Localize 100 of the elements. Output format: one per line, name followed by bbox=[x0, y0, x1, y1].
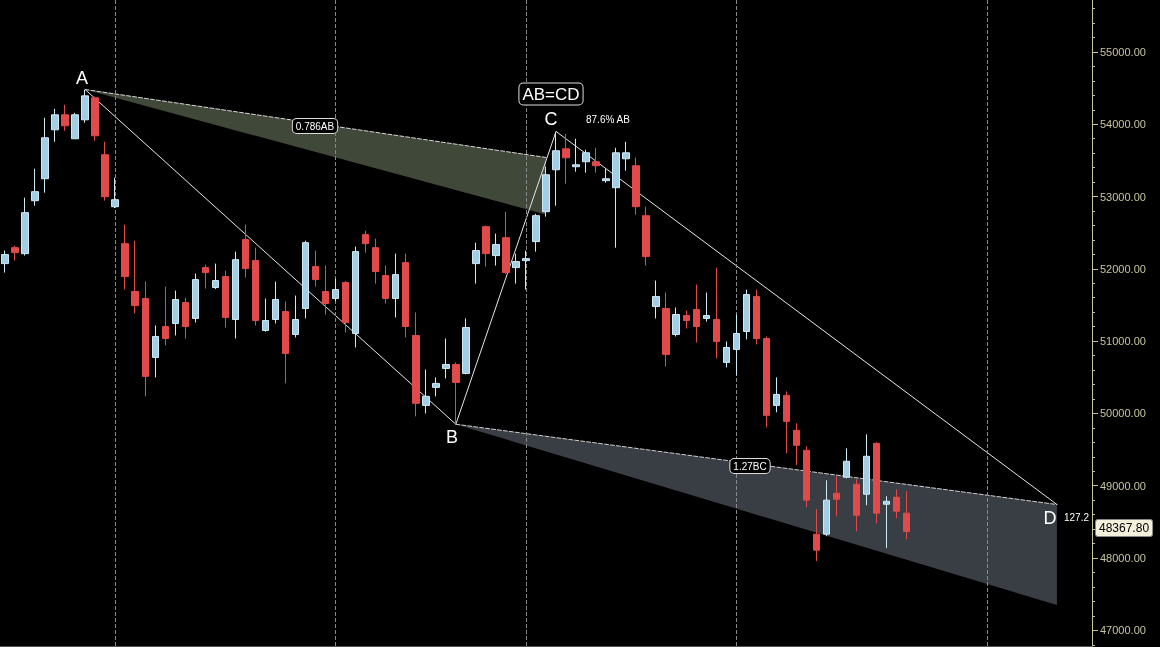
candlestick bbox=[612, 147, 620, 249]
candlestick bbox=[863, 433, 870, 506]
candlestick bbox=[773, 376, 780, 413]
candlestick bbox=[332, 278, 339, 302]
y-tick-label: 55000.00 bbox=[1100, 45, 1146, 58]
candlestick bbox=[362, 230, 369, 254]
candlestick bbox=[432, 376, 440, 397]
annotation: B bbox=[445, 427, 459, 447]
candlestick bbox=[342, 280, 349, 334]
annotation: AB=CD bbox=[522, 84, 580, 104]
annotation: C bbox=[544, 109, 558, 129]
candlestick bbox=[252, 247, 259, 326]
candlestick bbox=[392, 253, 399, 318]
candlestick bbox=[272, 281, 279, 324]
candlestick bbox=[422, 368, 430, 414]
candlestick bbox=[352, 246, 359, 348]
candlestick bbox=[703, 292, 710, 323]
candlestick bbox=[793, 422, 800, 466]
candlestick bbox=[81, 89, 89, 124]
candlestick bbox=[172, 290, 179, 336]
candlestick bbox=[753, 289, 760, 345]
y-tick-label: 49000.00 bbox=[1100, 479, 1146, 492]
candlestick bbox=[222, 270, 229, 329]
candlestick bbox=[693, 284, 700, 343]
candlestick bbox=[262, 298, 269, 333]
y-tick-label: 53000.00 bbox=[1100, 190, 1146, 203]
text: 48367.80 bbox=[1099, 521, 1150, 535]
candlestick bbox=[182, 297, 189, 340]
candlestick bbox=[302, 240, 309, 319]
candlestick bbox=[542, 166, 550, 218]
candlestick bbox=[723, 340, 730, 368]
candlestick bbox=[162, 286, 169, 346]
candlestick bbox=[131, 240, 139, 314]
candlestick bbox=[71, 112, 79, 140]
candlestick bbox=[492, 233, 500, 267]
y-tick-label: 51000.00 bbox=[1100, 335, 1146, 348]
annotation: D bbox=[1043, 508, 1057, 528]
candlestick bbox=[843, 447, 850, 479]
candlestick bbox=[572, 138, 580, 173]
candlestick bbox=[883, 495, 890, 549]
y-tick-label: 52000.00 bbox=[1100, 262, 1146, 275]
candlestick bbox=[412, 311, 420, 417]
candlestick bbox=[442, 338, 450, 379]
candlestick bbox=[312, 250, 319, 288]
candlestick bbox=[372, 238, 379, 285]
candlestick bbox=[512, 253, 520, 285]
candlestick bbox=[472, 242, 480, 285]
candlestick bbox=[462, 317, 470, 375]
candlestick bbox=[21, 197, 29, 257]
annotation: 127.2 bbox=[1064, 511, 1090, 523]
candlestick bbox=[652, 280, 660, 319]
candlestick bbox=[41, 117, 49, 194]
candlestick bbox=[733, 314, 740, 376]
candlestick bbox=[292, 295, 299, 338]
candlestick bbox=[783, 390, 790, 454]
y-tick-label: 48000.00 bbox=[1100, 552, 1146, 565]
candlestick bbox=[121, 224, 129, 291]
candlestick bbox=[51, 108, 59, 143]
candlestick bbox=[502, 211, 510, 275]
y-tick-label: 54000.00 bbox=[1100, 118, 1146, 131]
candlestick bbox=[522, 250, 530, 291]
candlestick bbox=[642, 206, 650, 267]
candlestick bbox=[833, 475, 840, 517]
y-tick-label: 47000.00 bbox=[1100, 624, 1146, 637]
candlestick bbox=[61, 104, 69, 132]
candlestick bbox=[322, 265, 329, 315]
candlestick bbox=[402, 253, 409, 338]
candlestick bbox=[202, 264, 209, 290]
candlestick bbox=[482, 225, 490, 268]
candlestick bbox=[903, 490, 910, 540]
candlestick bbox=[592, 147, 600, 174]
y-tick-label: 50000.00 bbox=[1100, 407, 1146, 420]
candlestick bbox=[873, 441, 880, 524]
candlestick bbox=[532, 213, 540, 253]
candlestick bbox=[662, 292, 670, 367]
candlestick bbox=[672, 306, 680, 337]
candlestick bbox=[11, 245, 19, 262]
candlestick bbox=[31, 168, 39, 207]
candlestick bbox=[562, 133, 570, 185]
candlestick bbox=[282, 300, 289, 384]
candlestick bbox=[212, 263, 219, 290]
candlestick bbox=[823, 479, 830, 537]
candlestick bbox=[111, 177, 119, 209]
candlestick bbox=[101, 141, 109, 202]
candlestick bbox=[622, 141, 630, 172]
annotation: A bbox=[75, 68, 89, 88]
candlestick bbox=[743, 289, 750, 340]
candlestick bbox=[602, 168, 610, 184]
candlestick bbox=[91, 96, 99, 142]
candlestick bbox=[632, 157, 640, 216]
line-series bbox=[84, 89, 1058, 506]
annotation: 0.786AB bbox=[295, 120, 335, 132]
candlestick bbox=[763, 335, 770, 428]
candlestick bbox=[713, 267, 720, 359]
candlestick bbox=[853, 478, 860, 532]
candlestick bbox=[683, 310, 690, 329]
candlestick bbox=[142, 281, 149, 397]
candlestick bbox=[893, 488, 900, 519]
candlestick bbox=[552, 131, 560, 207]
candlestick bbox=[382, 265, 389, 305]
